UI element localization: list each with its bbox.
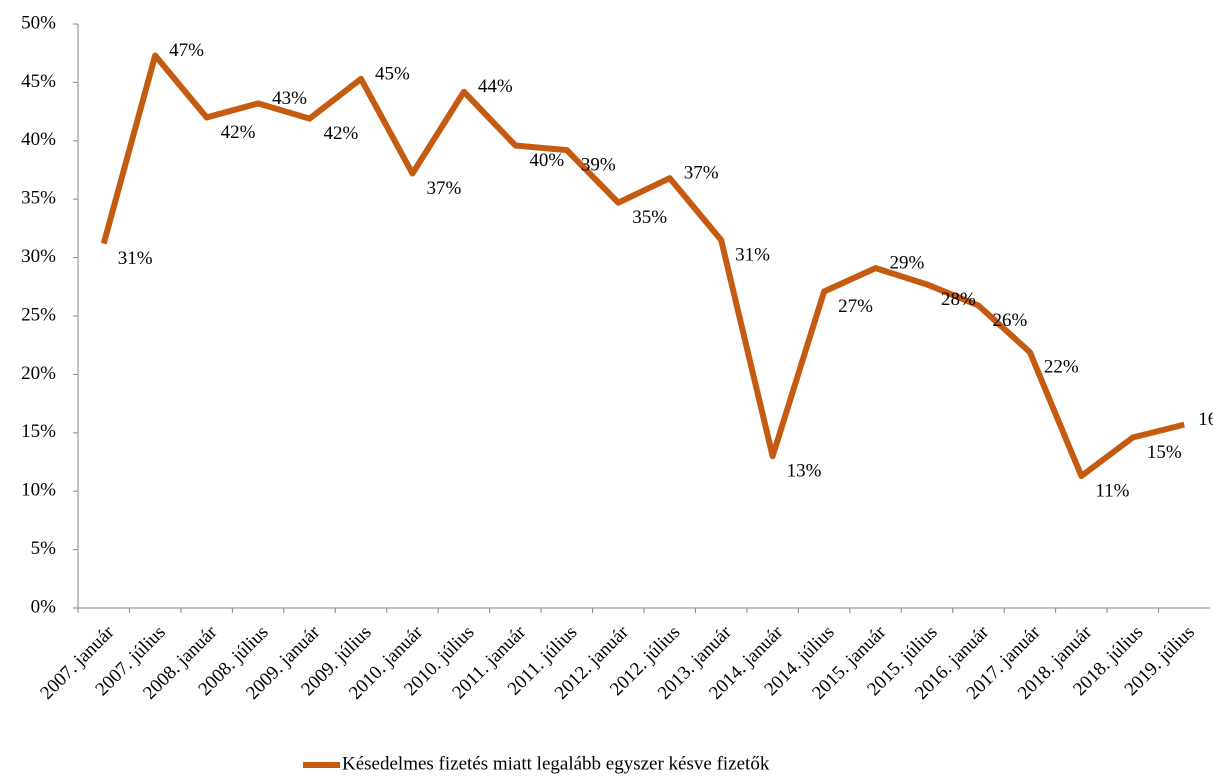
- data-label: 45%: [375, 63, 410, 84]
- data-label: 47%: [169, 40, 204, 61]
- data-label: 35%: [632, 207, 667, 228]
- data-label: 28%: [941, 289, 976, 310]
- y-tick-label: 50%: [21, 12, 56, 33]
- y-tick-label: 35%: [21, 188, 56, 209]
- data-label: 29%: [890, 252, 925, 273]
- data-label: 13%: [787, 461, 822, 482]
- data-label: 31%: [118, 248, 153, 269]
- y-tick-label: 40%: [21, 129, 56, 150]
- data-label: 37%: [684, 163, 719, 184]
- data-label: 43%: [272, 88, 307, 109]
- data-label: 26%: [992, 310, 1027, 331]
- y-tick-label: 5%: [31, 538, 57, 559]
- data-label: 27%: [838, 296, 873, 317]
- y-tick-label: 10%: [21, 480, 56, 501]
- y-tick-label: 0%: [31, 596, 57, 617]
- data-label: 31%: [735, 244, 770, 265]
- data-label: 44%: [478, 76, 513, 97]
- y-tick-label: 15%: [21, 421, 56, 442]
- data-label: 39%: [581, 155, 616, 176]
- data-line: [100, 52, 1185, 480]
- data-label: 42%: [221, 122, 256, 143]
- data-label: 16%: [1198, 409, 1213, 430]
- data-label: 11%: [1095, 480, 1129, 501]
- y-tick-label: 25%: [21, 304, 56, 325]
- y-tick-label: 20%: [21, 363, 56, 384]
- data-label: 22%: [1044, 357, 1079, 378]
- data-label: 40%: [529, 150, 564, 171]
- data-label: 42%: [324, 123, 359, 144]
- data-label: 15%: [1147, 442, 1182, 463]
- legend-label: Késedelmes fizetés miatt legalább egysze…: [342, 753, 770, 774]
- y-tick-label: 45%: [21, 71, 56, 92]
- y-tick-label: 30%: [21, 246, 56, 267]
- data-label: 37%: [426, 178, 461, 199]
